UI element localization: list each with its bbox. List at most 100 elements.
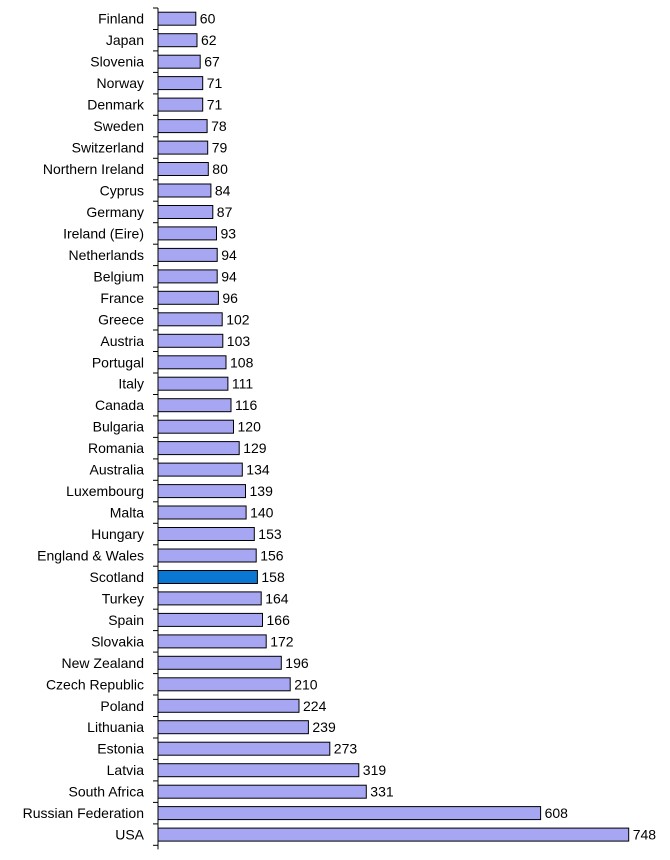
category-label: Scotland [90, 569, 144, 585]
category-label: Estonia [97, 741, 144, 757]
category-label: Russian Federation [23, 805, 144, 821]
category-label: Luxembourg [66, 483, 144, 499]
value-label: 608 [545, 805, 569, 821]
bar-romania [157, 441, 240, 456]
bar-czech-republic [157, 677, 291, 692]
bar-france [157, 290, 219, 305]
category-label: New Zealand [62, 655, 145, 671]
bar-australia [157, 462, 243, 477]
value-label: 78 [211, 118, 227, 134]
category-label: Greece [98, 311, 144, 327]
value-label: 153 [258, 526, 282, 542]
value-label: 140 [250, 505, 274, 521]
bars-group [157, 11, 630, 842]
value-labels-group: 60 62 67 71 71 78 79 80 84 87 93 94 94 96 102 103 108 111… [200, 11, 656, 843]
bar-luxembourg [157, 484, 246, 499]
value-label: 60 [200, 11, 216, 27]
bar-poland [157, 698, 300, 713]
bar-lithuania [157, 720, 309, 735]
bar-south-africa [157, 784, 367, 799]
category-label: Slovakia [91, 633, 144, 649]
bar-belgium [157, 269, 218, 284]
value-label: 134 [246, 462, 270, 478]
category-label: Norway [97, 75, 144, 91]
category-label: Austria [100, 333, 144, 349]
value-label: 103 [227, 333, 251, 349]
bar-austria [157, 333, 224, 348]
category-label: Denmark [87, 97, 145, 113]
bar-norway [157, 76, 204, 91]
category-label: Portugal [92, 354, 144, 370]
value-label: 239 [312, 719, 336, 735]
bar-spain [157, 612, 263, 627]
value-label: 139 [250, 483, 274, 499]
category-label: Turkey [102, 590, 144, 606]
value-label: 172 [270, 633, 294, 649]
value-label: 116 [235, 397, 258, 413]
value-label: 80 [212, 161, 228, 177]
category-label: France [100, 290, 144, 306]
category-label: Italy [118, 376, 144, 392]
bar-malta [157, 505, 247, 520]
category-label: Lithuania [87, 719, 144, 735]
value-label: 129 [243, 440, 267, 456]
category-label: Germany [86, 204, 144, 220]
category-label: Malta [110, 505, 144, 521]
bar-england-wales [157, 548, 257, 563]
category-label: Cyprus [100, 183, 144, 199]
bar-bulgaria [157, 419, 234, 434]
bar-cyprus [157, 183, 212, 198]
category-label: USA [115, 827, 144, 843]
bar-greece [157, 312, 223, 327]
bar-estonia [157, 741, 331, 756]
category-label: South Africa [69, 784, 145, 800]
bar-northern-ireland [157, 162, 209, 176]
value-label: 67 [204, 54, 220, 70]
value-label: 319 [363, 762, 387, 778]
bar-sweden [157, 119, 208, 134]
value-label: 158 [261, 569, 285, 585]
bar-germany [157, 205, 214, 219]
category-label: Ireland (Eire) [63, 225, 144, 241]
category-label: Hungary [91, 526, 144, 542]
category-label: Northern Ireland [43, 161, 144, 177]
bar-netherlands [157, 247, 218, 262]
bar-ireland-eire [157, 226, 217, 241]
category-label: Spain [108, 612, 144, 628]
value-label: 111 [232, 376, 253, 392]
value-label: 331 [370, 784, 394, 800]
value-label: 93 [221, 225, 237, 241]
category-label: Bulgaria [93, 419, 145, 435]
value-label: 273 [334, 741, 358, 757]
value-label: 748 [633, 827, 657, 843]
value-label: 166 [267, 612, 291, 628]
value-label: 96 [222, 290, 238, 306]
bar-hungary [157, 527, 255, 541]
category-label: Netherlands [69, 247, 145, 263]
category-label: England & Wales [37, 548, 144, 564]
value-label: 108 [230, 354, 254, 370]
value-label: 71 [207, 97, 223, 113]
value-label: 84 [215, 183, 231, 199]
value-label: 71 [207, 75, 223, 91]
category-label: Australia [90, 462, 145, 478]
category-label: Belgium [93, 268, 144, 284]
value-label: 87 [217, 204, 233, 220]
category-label: Slovenia [90, 54, 144, 70]
bar-turkey [157, 591, 262, 606]
category-labels-group: Finland Japan Slovenia Norway Denmark Sweden S… [23, 11, 145, 843]
bar-latvia [157, 763, 360, 778]
category-label: Poland [100, 698, 144, 714]
value-label: 79 [212, 140, 228, 156]
category-label: Canada [95, 397, 144, 413]
bar-portugal [157, 355, 227, 370]
value-label: 196 [285, 655, 309, 671]
category-label: Japan [106, 32, 144, 48]
value-label: 224 [303, 698, 327, 714]
value-label: 94 [221, 247, 237, 263]
bar-japan [157, 33, 198, 48]
value-label: 210 [294, 676, 318, 692]
category-axis [153, 7, 159, 850]
bar-switzerland [157, 140, 209, 155]
